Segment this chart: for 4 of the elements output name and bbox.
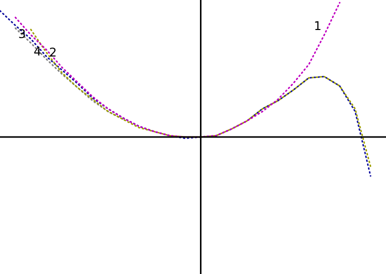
series-label: 3: [18, 26, 26, 41]
series-label: 4: [34, 44, 42, 58]
series-label: 1: [314, 18, 322, 33]
series-label: 2: [49, 46, 57, 60]
